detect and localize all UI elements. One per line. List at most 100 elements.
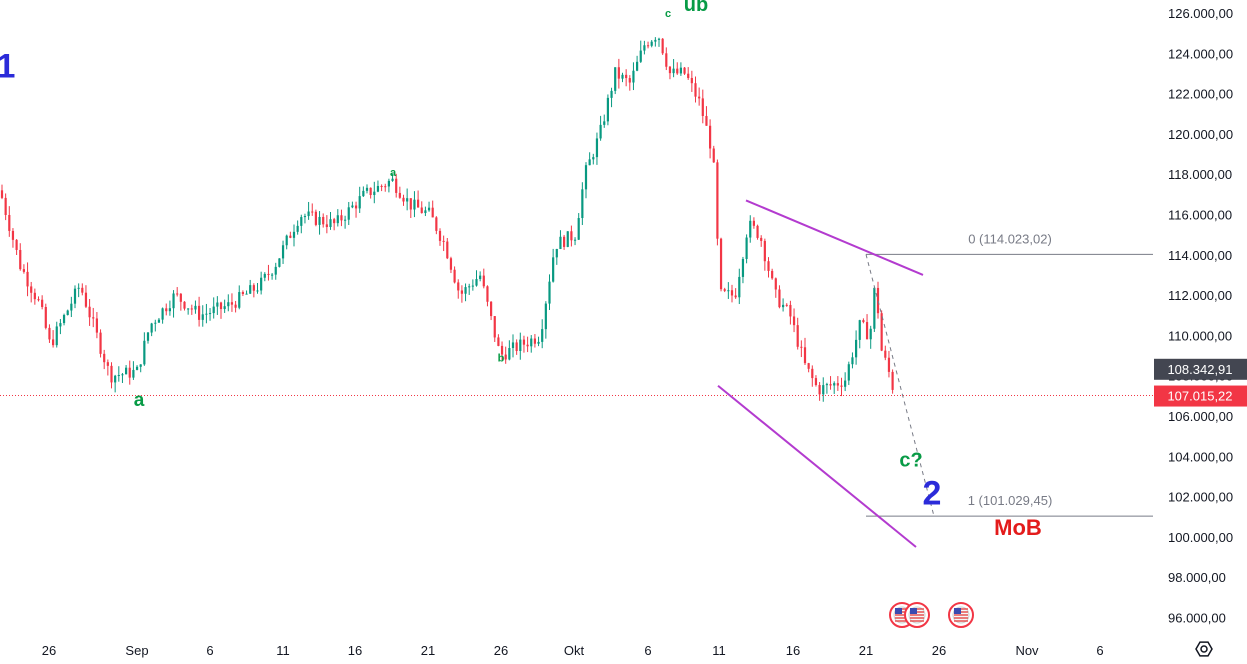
wave-label: a: [134, 390, 145, 411]
candle-body: [847, 364, 850, 381]
price-tick-label: 124.000,00: [1168, 46, 1233, 61]
candle-body: [420, 207, 423, 214]
candle-body: [552, 257, 555, 282]
candle-body: [285, 235, 288, 246]
candle-body: [373, 191, 376, 196]
candle-body: [716, 162, 719, 239]
price-tag-label: 107.015,22: [1167, 389, 1232, 404]
candle-body: [11, 230, 15, 240]
wave-label: a: [390, 167, 397, 179]
time-tick-label: Okt: [564, 643, 585, 658]
candle-body: [19, 249, 22, 270]
price-tick-label: 96.000,00: [1168, 611, 1226, 626]
flag-canton: [954, 608, 961, 614]
candle-body: [818, 385, 821, 395]
us-flag-event-icon[interactable]: [948, 602, 974, 628]
candle-body: [62, 315, 66, 324]
time-tick-label: 21: [421, 643, 435, 658]
candle-body: [566, 231, 569, 247]
candle-body: [249, 285, 252, 294]
candle-body: [219, 302, 223, 310]
candle-body: [486, 286, 489, 302]
candle-body: [406, 198, 409, 202]
candle-body: [260, 277, 263, 291]
candle-body: [595, 138, 599, 158]
candle-body: [479, 275, 482, 280]
candle-body: [157, 319, 161, 323]
candle-body: [132, 369, 135, 378]
candle-body: [490, 301, 493, 317]
candle-body: [114, 375, 117, 383]
candle-body: [661, 38, 664, 54]
candle-body: [340, 215, 343, 221]
candle-body: [829, 384, 832, 386]
candle-body: [822, 385, 825, 395]
candle-body: [194, 305, 197, 310]
price-tick-label: 106.000,00: [1168, 409, 1233, 424]
candle-body: [471, 285, 474, 287]
wave-label: c: [665, 8, 671, 20]
candle-body: [52, 339, 55, 346]
candle-body: [190, 308, 193, 310]
settings-icon[interactable]: [1195, 641, 1213, 657]
candle-body: [668, 66, 672, 74]
candle-body: [705, 115, 708, 126]
candle-body: [493, 316, 496, 338]
candle-body: [267, 273, 270, 275]
candle-body: [234, 304, 237, 308]
flag-canton: [895, 608, 902, 614]
candle-body: [128, 367, 131, 378]
candle-body: [789, 304, 792, 317]
candle-body: [252, 285, 255, 291]
candle-body: [208, 313, 212, 315]
candle-body: [230, 302, 234, 305]
candle-body: [519, 339, 522, 351]
candle-body: [263, 273, 266, 278]
candle-body: [347, 207, 350, 220]
candle-body: [760, 237, 763, 241]
candle-body: [44, 306, 47, 328]
candle-body: [679, 67, 682, 74]
candle-body: [417, 199, 420, 208]
fib-diagonal: [865, 254, 935, 517]
candle-body: [256, 290, 259, 292]
candle-body: [464, 287, 467, 294]
candle-body: [81, 287, 84, 293]
candle-body: [139, 364, 142, 367]
candle-body: [614, 67, 617, 91]
candle-body: [858, 320, 861, 340]
candle-body: [537, 341, 540, 344]
candle-body: [336, 215, 339, 224]
candle-body: [8, 214, 11, 231]
candle-body: [855, 339, 858, 358]
candle-body: [782, 304, 785, 308]
candle-body: [643, 45, 646, 51]
candle-body: [533, 338, 536, 344]
candle-body: [814, 378, 818, 386]
price-tick-label: 110.000,00: [1168, 328, 1232, 343]
wave-label: 1: [0, 47, 15, 85]
candle-body: [573, 239, 577, 241]
lower-trendline: [717, 384, 917, 548]
candle-body: [26, 271, 29, 287]
us-flag-event-icon[interactable]: [904, 602, 930, 628]
candle-body: [865, 322, 869, 340]
candle-body: [73, 288, 77, 304]
candle-body: [292, 231, 296, 238]
candle-body: [216, 302, 219, 307]
candle-body: [610, 90, 613, 98]
time-tick-label: 6: [644, 643, 651, 658]
candle-body: [833, 383, 836, 386]
time-tick-label: 16: [786, 643, 800, 658]
candle-body: [570, 231, 573, 241]
event-markers: [889, 602, 974, 628]
candle-body: [271, 274, 274, 276]
candle-body: [205, 313, 208, 315]
candle-body: [592, 157, 595, 160]
candle-body: [639, 50, 642, 62]
time-tick-label: 21: [859, 643, 873, 658]
candle-body: [581, 189, 584, 219]
candle-body: [836, 383, 839, 386]
candle-body: [77, 287, 80, 289]
